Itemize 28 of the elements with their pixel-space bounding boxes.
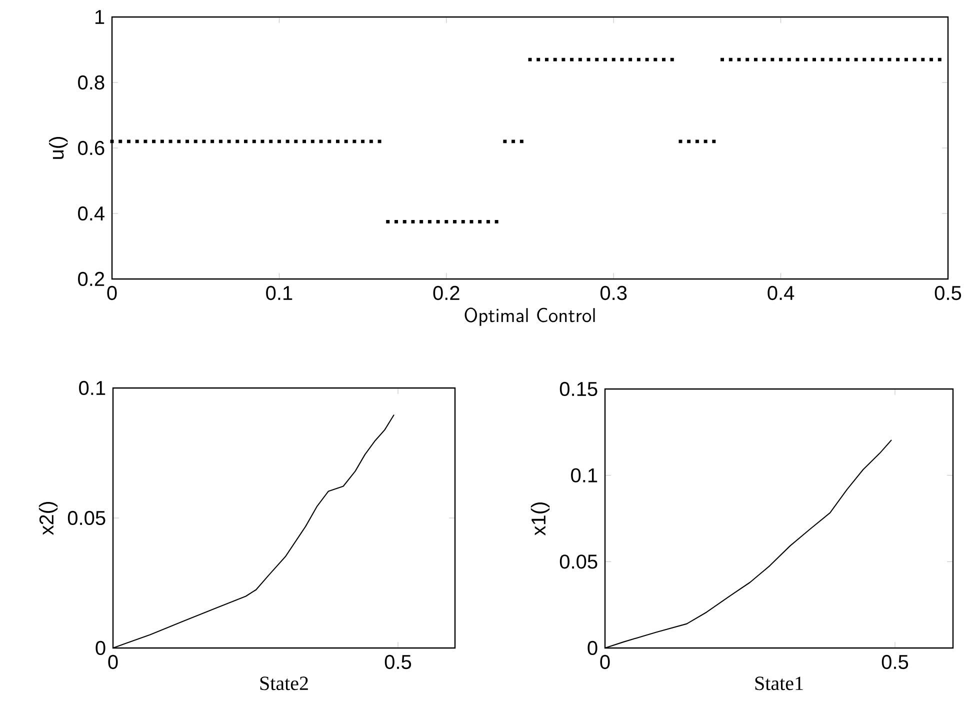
y-tick-label: 0.8: [78, 75, 104, 90]
y-tick-label: 0.6: [78, 140, 104, 156]
x-tick-label: 0.5: [882, 654, 908, 670]
x-tick-label: 0.5: [934, 286, 962, 300]
y-tick-label: 0.4: [78, 206, 104, 221]
x-tick-label: 0: [600, 654, 610, 670]
x-tick-label: 0.1: [266, 286, 292, 300]
x-tick-label: 0.4: [768, 286, 794, 300]
y-tick-label: 0: [96, 640, 106, 656]
x-tick-label: 0: [107, 286, 117, 300]
x-tick-label: 0: [108, 654, 118, 670]
y-tick-label: 1: [95, 10, 104, 24]
y-tick-label: 0: [588, 640, 598, 656]
x-tick-label: 0.3: [600, 286, 627, 300]
y-tick-label: 0.1: [79, 380, 106, 396]
y-axis-title: u(): [49, 137, 68, 159]
y-axis-title: x2(): [38, 502, 58, 535]
x-axis-title: Optimal Control: [464, 308, 595, 326]
y-axis-title: x1(): [530, 502, 550, 536]
y-tick-label: 0.05: [68, 510, 106, 526]
x-tick-label: 0.2: [433, 286, 460, 300]
y-tick-label: 0.15: [560, 382, 598, 396]
x-tick-label: 0.5: [384, 654, 412, 670]
x-axis-title: State1: [755, 676, 803, 690]
x-axis-title: State2: [260, 676, 308, 690]
y-tick-label: 0.2: [78, 272, 104, 286]
y-tick-label: 0.05: [560, 554, 598, 569]
y-tick-label: 0.1: [571, 468, 598, 482]
